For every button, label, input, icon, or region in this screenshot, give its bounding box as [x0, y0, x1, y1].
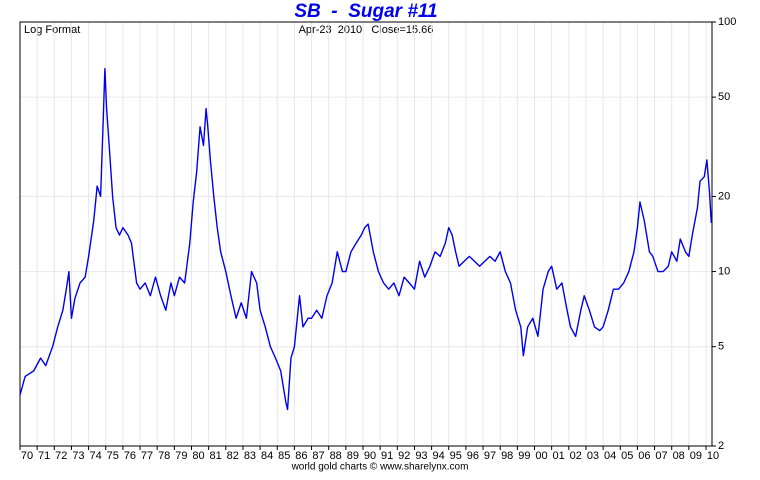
y-tick-label: 5	[718, 341, 724, 353]
y-tick-label: 20	[718, 190, 730, 202]
y-tick-label: 100	[718, 16, 736, 28]
note: Log Format	[24, 24, 80, 36]
x-tick-label: 75	[107, 450, 119, 462]
plot-frame	[19, 21, 713, 447]
x-tick-label: 82	[227, 450, 239, 462]
x-tick-label: 88	[330, 450, 342, 462]
x-tick-label: 98	[501, 450, 513, 462]
chart-title: SB - Sugar #11	[294, 1, 437, 22]
x-tick-label: 94	[432, 450, 444, 462]
x-tick-label: 08	[673, 450, 685, 462]
x-tick-label: 95	[450, 450, 462, 462]
x-tick-label: 06	[638, 450, 650, 462]
y-tick-label: 50	[718, 91, 730, 103]
x-tick-label: 74	[89, 450, 101, 462]
subtitle: Apr-23 2010 Close=15.66	[299, 24, 434, 36]
x-tick-label: 76	[124, 450, 136, 462]
x-tick-label: 99	[518, 450, 530, 462]
x-tick-label: 81	[210, 450, 222, 462]
plot-border	[19, 21, 713, 447]
x-tick-label: 72	[55, 450, 67, 462]
x-tick-label: 02	[570, 450, 582, 462]
x-tick-label: 83	[244, 450, 256, 462]
x-tick-label: 09	[690, 450, 702, 462]
x-tick-label: 91	[381, 450, 393, 462]
x-tick-label: 00	[535, 450, 547, 462]
x-tick-label: 80	[192, 450, 204, 462]
x-tick-label: 70	[21, 450, 33, 462]
x-tick-label: 89	[347, 450, 359, 462]
x-tick-label: 05	[621, 450, 633, 462]
x-tick-label: 85	[278, 450, 290, 462]
x-tick-label: 04	[604, 450, 616, 462]
y-tick-label: 2	[718, 440, 724, 452]
x-tick-label: 93	[415, 450, 427, 462]
price-line	[19, 67, 713, 411]
x-tick-label: 73	[72, 450, 84, 462]
x-tick-label: 92	[398, 450, 410, 462]
x-tick-label: 01	[553, 450, 565, 462]
x-tick-label: 84	[261, 450, 273, 462]
x-tick-label: 03	[587, 450, 599, 462]
y-tick-label: 10	[718, 265, 730, 277]
x-tick-label: 97	[484, 450, 496, 462]
x-tick-label: 77	[141, 450, 153, 462]
x-tick-label: 79	[175, 450, 187, 462]
x-tick-label: 90	[364, 450, 376, 462]
x-tick-label: 96	[467, 450, 479, 462]
x-tick-label: 78	[158, 450, 170, 462]
source: world gold charts © www.sharelynx.com	[291, 462, 469, 473]
x-tick-label: 87	[312, 450, 324, 462]
x-tick-label: 10	[707, 450, 719, 462]
x-tick-label: 07	[655, 450, 667, 462]
x-tick-label: 71	[38, 450, 50, 462]
x-tick-label: 86	[295, 450, 307, 462]
